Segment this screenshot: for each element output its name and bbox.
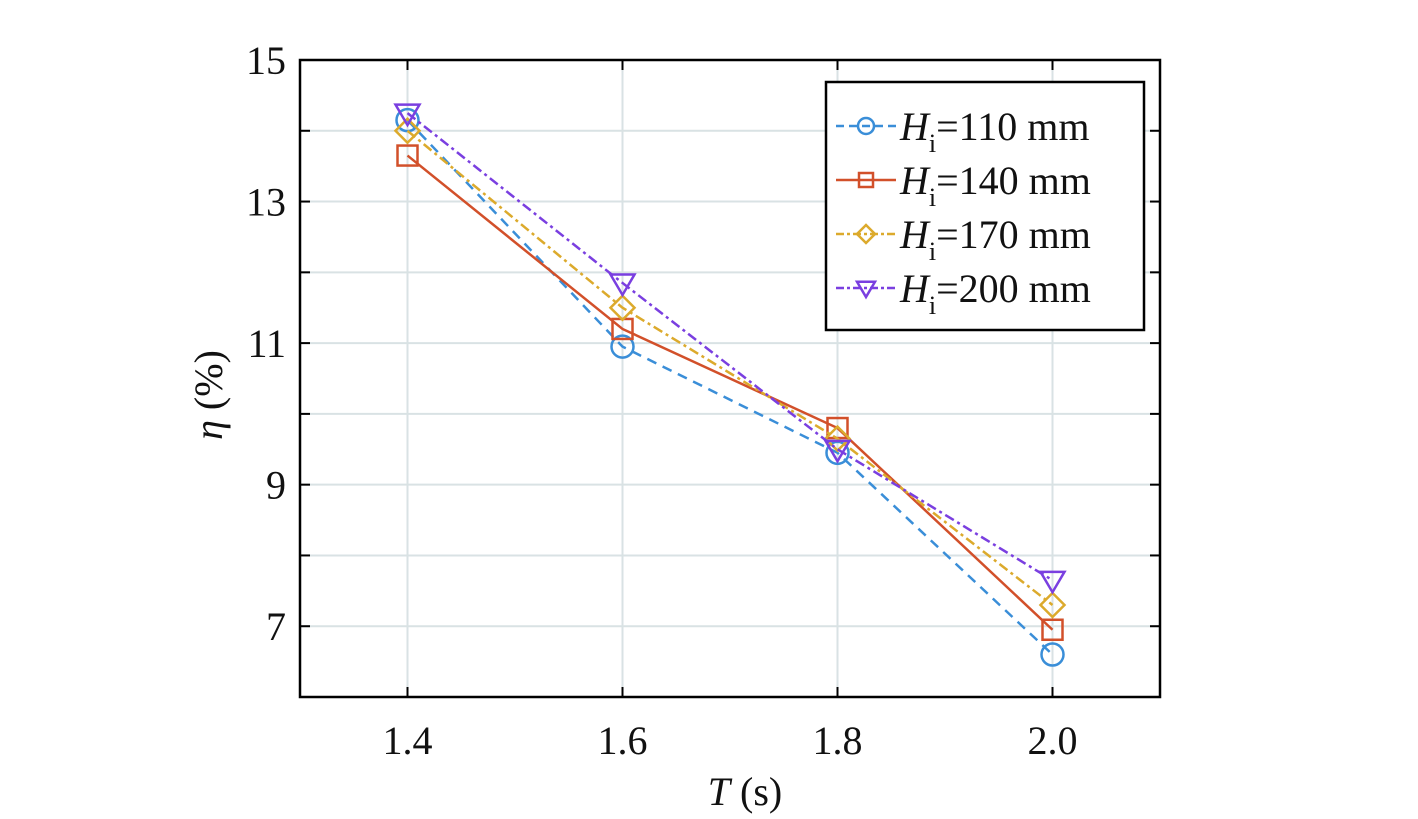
legend-symbol: H xyxy=(899,266,931,311)
data-point xyxy=(393,103,422,128)
legend-value: =140 mm xyxy=(936,158,1091,203)
y-axis-label: η (%) xyxy=(186,350,231,440)
legend-marker xyxy=(857,171,875,189)
x-tick-label: 2.0 xyxy=(1028,718,1078,763)
legend-symbol: H xyxy=(899,158,931,203)
x-tick-label: 1.8 xyxy=(813,718,863,763)
legend-symbol: H xyxy=(899,212,931,257)
series-line xyxy=(406,129,1054,606)
legend-entry: Hi=140 mm xyxy=(836,158,1091,212)
y-axis-unit: (%) xyxy=(186,350,231,420)
y-tick-label: 15 xyxy=(246,38,286,83)
y-tick-label: 9 xyxy=(266,463,286,508)
legend-marker xyxy=(855,223,877,245)
legend-symbol: H xyxy=(899,104,931,149)
legend-entry: Hi=200 mm xyxy=(836,266,1091,320)
legend-marker xyxy=(854,280,878,300)
legend-value: =110 mm xyxy=(936,104,1089,149)
y-tick-label: 11 xyxy=(247,321,286,366)
series-lines xyxy=(393,103,1067,667)
x-tick-label: 1.4 xyxy=(383,718,433,763)
legend-label: Hi=140 mm xyxy=(899,158,1091,212)
x-axis-symbol: T xyxy=(708,769,733,814)
x-axis-label: T (s) xyxy=(708,769,782,814)
data-point xyxy=(1038,570,1067,595)
data-point xyxy=(608,273,637,298)
data-point xyxy=(396,144,419,167)
series-2 xyxy=(393,117,1067,619)
x-tick-label: 1.6 xyxy=(598,718,648,763)
legend-entry: Hi=170 mm xyxy=(836,212,1091,266)
series-3 xyxy=(393,103,1067,595)
legend-label: Hi=170 mm xyxy=(899,212,1091,266)
plot-frame xyxy=(298,58,1162,699)
y-tick-labels: 7 9 11 13 15 xyxy=(246,38,286,649)
tick-marks xyxy=(300,60,1160,697)
legend-label: Hi=200 mm xyxy=(899,266,1091,320)
series-line xyxy=(406,119,1054,656)
x-tick-labels: 1.4 1.6 1.8 2.0 xyxy=(383,718,1078,763)
legend-value: =170 mm xyxy=(936,212,1091,257)
legend-subscript: i xyxy=(929,291,936,320)
data-point xyxy=(393,117,422,145)
data-point xyxy=(1041,618,1064,642)
data-point xyxy=(608,293,637,322)
legend-value: =200 mm xyxy=(936,266,1091,311)
legend-label: Hi=110 mm xyxy=(899,104,1089,158)
x-axis-unit: (s) xyxy=(730,769,782,814)
data-point xyxy=(1038,591,1067,619)
series-line xyxy=(406,154,1054,631)
y-tick-label: 13 xyxy=(246,180,286,225)
y-axis-symbol: η xyxy=(186,420,231,440)
legend-entry: Hi=110 mm xyxy=(836,104,1089,158)
y-tick-label: 7 xyxy=(266,604,286,649)
legend-subscript: i xyxy=(929,183,936,212)
data-point xyxy=(823,439,852,464)
legend-marker xyxy=(856,116,876,136)
legend-box xyxy=(824,80,1146,332)
data-point xyxy=(1040,642,1065,667)
data-point xyxy=(610,334,635,359)
legend-subscript: i xyxy=(929,129,936,158)
legend-subscript: i xyxy=(929,237,936,266)
